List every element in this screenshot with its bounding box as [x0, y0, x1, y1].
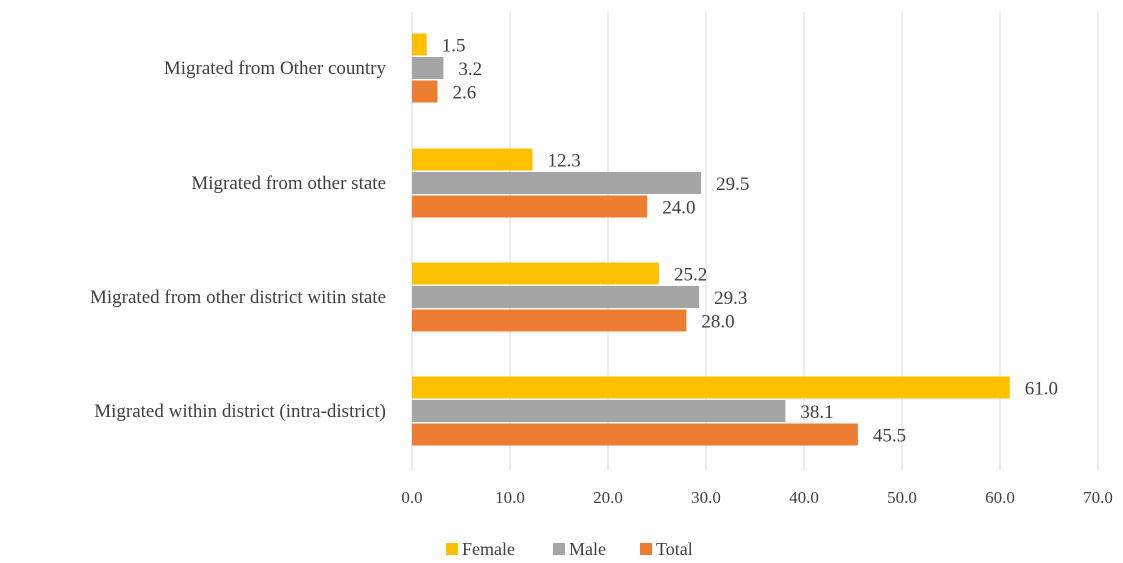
- x-tick-label: 60.0: [985, 488, 1015, 507]
- bar-total: [412, 309, 687, 332]
- x-axis-ticks: 0.0 10.0 20.0 30.0 40.0 50.0 60.0 70.0: [401, 488, 1113, 507]
- category-labels: Migrated from Other country Migrated from…: [90, 58, 387, 422]
- category-label: Migrated from other state: [191, 173, 386, 194]
- value-label: 29.3: [714, 288, 747, 309]
- value-label: 1.5: [442, 36, 466, 57]
- x-tick-label: 40.0: [789, 488, 819, 507]
- x-tick-label: 0.0: [401, 488, 422, 507]
- x-tick-label: 20.0: [593, 488, 623, 507]
- category-label: Migrated from Other country: [164, 58, 387, 79]
- x-tick-label: 50.0: [887, 488, 917, 507]
- value-label: 28.0: [701, 312, 734, 333]
- value-label: 2.6: [452, 83, 476, 104]
- gridlines: [411, 12, 1099, 470]
- bar-female: [412, 376, 1010, 399]
- legend-label: Male: [569, 539, 606, 559]
- x-tick-label: 70.0: [1083, 488, 1113, 507]
- bar-female: [412, 33, 427, 56]
- bar-male: [412, 400, 786, 422]
- value-label: 61.0: [1025, 379, 1058, 400]
- value-label: 29.5: [716, 174, 749, 195]
- bar-total: [412, 423, 858, 446]
- legend-swatch-male: [553, 543, 565, 555]
- bar-female: [412, 148, 533, 171]
- value-label: 25.2: [674, 265, 707, 286]
- value-label: 38.1: [800, 402, 833, 423]
- x-tick-label: 10.0: [495, 488, 525, 507]
- legend: Female Male Total: [446, 539, 693, 559]
- category-label: Migrated within district (intra-district…: [94, 401, 386, 422]
- bar-total: [412, 195, 648, 218]
- bar-female: [412, 262, 659, 285]
- category-label: Migrated from other district witin state: [90, 287, 386, 308]
- value-label: 12.3: [548, 151, 581, 172]
- value-label: 45.5: [873, 426, 906, 447]
- legend-label: Total: [656, 539, 693, 559]
- x-tick-label: 30.0: [691, 488, 721, 507]
- legend-label: Female: [462, 539, 515, 559]
- bars: 1.53.2 2.6 12.3 29.5 24.0 25.2 29.3 28.0 61.0 38.…: [412, 33, 1058, 447]
- legend-swatch-female: [446, 543, 458, 555]
- bar-male: [412, 57, 444, 79]
- value-label: 3.2: [458, 59, 482, 80]
- legend-swatch-total: [640, 543, 652, 555]
- bar-male: [412, 172, 702, 194]
- value-label: 24.0: [662, 198, 695, 219]
- bar-male: [412, 286, 700, 308]
- bar-total: [412, 80, 438, 103]
